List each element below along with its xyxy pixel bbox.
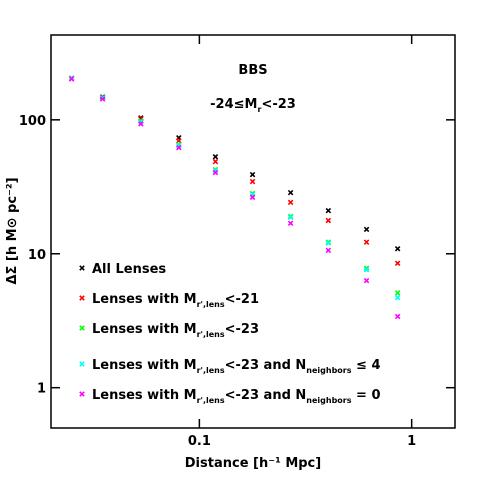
data-point: [363, 277, 370, 284]
annotation-sub: r: [257, 105, 261, 114]
legend-text: <-23: [225, 322, 259, 337]
legend-sub: r',lens: [197, 330, 225, 339]
data-point: [249, 171, 256, 178]
data-point: [138, 121, 144, 127]
data-point: [176, 144, 182, 151]
x-axis-label: Distance [h⁻¹ Mpc]: [185, 456, 321, 471]
x-tick-label: 1: [407, 434, 416, 449]
data-point: [394, 245, 401, 252]
data-point: [249, 194, 256, 201]
legend-text: <-23 and N: [225, 388, 307, 403]
data-point: [363, 265, 370, 271]
plot-frame: [50, 34, 456, 429]
legend-sub: neighbors: [306, 396, 351, 405]
legend-text: = 0: [352, 388, 381, 403]
data-point: [394, 313, 401, 320]
data-point: [325, 240, 332, 246]
legend-marker: [79, 295, 85, 301]
data-point: [212, 158, 219, 165]
data-point: [212, 169, 219, 176]
legend-text: Lenses with M: [92, 388, 197, 403]
legend-marker: [79, 265, 85, 271]
legend-text: ≤ 4: [352, 358, 381, 373]
data-point: [68, 76, 75, 82]
data-point: [363, 239, 370, 245]
legend-sub: r',lens: [197, 300, 225, 309]
y-tick-label: 100: [19, 114, 46, 129]
x-tick-label: 0.1: [188, 434, 211, 449]
legend-marker: [79, 361, 85, 367]
chart-title: BBS: [238, 63, 267, 78]
data-point: [363, 266, 370, 273]
data-point: [394, 260, 401, 266]
legend-marker: [79, 391, 85, 397]
legend-label: Lenses with Mr',lens<-21: [92, 292, 259, 309]
data-point: [99, 95, 106, 101]
legend-label: Lenses with Mr',lens<-23 and Nneighbors …: [92, 358, 381, 375]
legend-sub: r',lens: [197, 366, 225, 375]
legend-text: Lenses with M: [92, 322, 197, 337]
legend-text: <-23 and N: [225, 358, 307, 373]
annotation-part: <-23: [261, 97, 295, 112]
data-point: [394, 294, 401, 301]
data-point: [212, 153, 219, 160]
legend-label: Lenses with Mr',lens<-23: [92, 322, 259, 339]
data-point: [287, 214, 294, 221]
data-point: [363, 226, 370, 233]
legend-text: All Lenses: [92, 262, 166, 277]
data-point: [287, 189, 294, 196]
legend-marker: [79, 325, 85, 331]
data-point: [99, 96, 106, 102]
data-point: [325, 207, 332, 214]
y-tick-label: 1: [37, 382, 46, 397]
annotation: -24≤Mr<-23: [210, 97, 296, 114]
data-point: [287, 199, 294, 206]
data-point: [325, 217, 332, 224]
legend-sub: r',lens: [197, 396, 225, 405]
y-tick-label: 10: [28, 248, 46, 263]
legend-label: Lenses with Mr',lens<-23 and Nneighbors …: [92, 388, 381, 405]
legend-text: Lenses with M: [92, 292, 197, 307]
data-point: [249, 178, 256, 185]
data-point: [394, 290, 401, 296]
data-point: [325, 247, 332, 254]
legend-text: Lenses with M: [92, 358, 197, 373]
legend-label: All Lenses: [92, 262, 166, 277]
annotation-part: -24≤M: [210, 97, 257, 112]
data-point: [287, 220, 294, 227]
legend-sub: neighbors: [306, 366, 351, 375]
legend-text: <-21: [225, 292, 259, 307]
y-axis-label: ΔΣ [h M⊙ pc⁻²]: [5, 177, 20, 284]
